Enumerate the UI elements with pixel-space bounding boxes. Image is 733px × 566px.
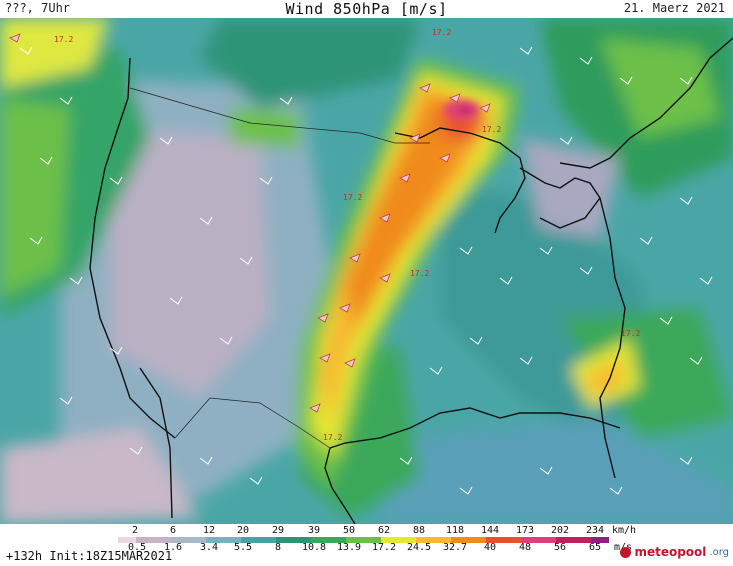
kmh-tick: 202 — [550, 525, 570, 536]
ms-tick: 17.2 — [371, 542, 397, 553]
color-swatch — [136, 537, 171, 543]
color-swatch — [346, 537, 381, 543]
color-swatch — [486, 537, 521, 543]
coastlines — [89, 37, 733, 524]
ms-tick: 10.8 — [301, 542, 327, 553]
map-title: Wind 850hPa [m/s] — [285, 0, 448, 18]
color-swatch — [171, 537, 206, 543]
color-swatch — [118, 537, 136, 543]
meteopool-logo[interactable]: meteopool .org — [620, 545, 729, 559]
borders — [129, 87, 430, 449]
kmh-tick: 50 — [342, 525, 356, 536]
color-swatch — [451, 537, 486, 543]
legend: 2 6 12 20 29 39 50 62 88 118 144 173 202… — [0, 524, 733, 566]
logo-tld: .org — [709, 546, 729, 558]
wind-speed-maxima — [444, 100, 480, 120]
color-swatch — [311, 537, 346, 543]
ms-tick: 0.5 — [127, 542, 147, 553]
contour-label: 17.2 — [343, 193, 362, 202]
contour-labels: 17.2 17.2 17.2 17.2 17.2 17.2 17.2 — [54, 28, 640, 442]
wind-speed-field — [0, 18, 733, 524]
ms-tick: 48 — [518, 542, 532, 553]
kmh-tick: 2 — [131, 525, 139, 536]
color-swatch — [206, 537, 241, 543]
contour-label: 17.2 — [482, 125, 501, 134]
kmh-unit: km/h — [612, 525, 637, 536]
ms-tick: 40 — [483, 542, 497, 553]
valid-time-label: ???, 7Uhr — [5, 1, 71, 15]
ms-tick: 32.7 — [442, 542, 468, 553]
header-bar: ???, 7Uhr Wind 850hPa [m/s] 21. Maerz 20… — [0, 0, 733, 20]
color-swatch — [381, 537, 416, 543]
ms-tick: 24.5 — [406, 542, 432, 553]
ms-tick: 13.9 — [336, 542, 362, 553]
kmh-tick: 29 — [271, 525, 285, 536]
kmh-tick: 20 — [236, 525, 250, 536]
kmh-tick: 88 — [412, 525, 426, 536]
wind-barbs — [19, 46, 713, 495]
color-swatch — [556, 537, 591, 543]
color-swatch — [416, 537, 451, 543]
contour-label: 17.2 — [621, 329, 640, 338]
contour-label: 17.2 — [432, 28, 451, 37]
kmh-tick: 118 — [445, 525, 465, 536]
ms-tick: 8 — [274, 542, 282, 553]
ms-tick: 5.5 — [233, 542, 253, 553]
contour-label: 17.2 — [54, 35, 73, 44]
colorbar — [118, 537, 609, 543]
kmh-tick: 144 — [480, 525, 500, 536]
pennant-barbs — [9, 33, 491, 413]
color-swatch — [591, 537, 609, 543]
kmh-tick: 173 — [515, 525, 535, 536]
ms-tick: 65 — [588, 542, 602, 553]
date-label: 21. Maerz 2021 — [623, 1, 725, 15]
color-swatch — [521, 537, 556, 543]
kmh-tick: 12 — [202, 525, 216, 536]
kmh-tick: 6 — [169, 525, 177, 536]
contour-label: 17.2 — [410, 269, 429, 278]
run-info: +132h Init:18Z15MAR2021 — [6, 549, 173, 563]
ms-tick: 1.6 — [163, 542, 183, 553]
ms-tick: 56 — [553, 542, 567, 553]
contour-label: 17.2 — [323, 433, 342, 442]
kmh-tick: 39 — [307, 525, 321, 536]
ms-tick: 3.4 — [199, 542, 219, 553]
wind-map[interactable]: 17.2 17.2 17.2 17.2 17.2 17.2 17.2 — [0, 18, 733, 524]
color-swatch — [276, 537, 311, 543]
color-swatch — [241, 537, 276, 543]
kmh-tick: 234 — [585, 525, 605, 536]
logo-text: meteopool — [634, 545, 707, 559]
kmh-tick: 62 — [377, 525, 391, 536]
logo-dot-icon — [620, 546, 632, 558]
